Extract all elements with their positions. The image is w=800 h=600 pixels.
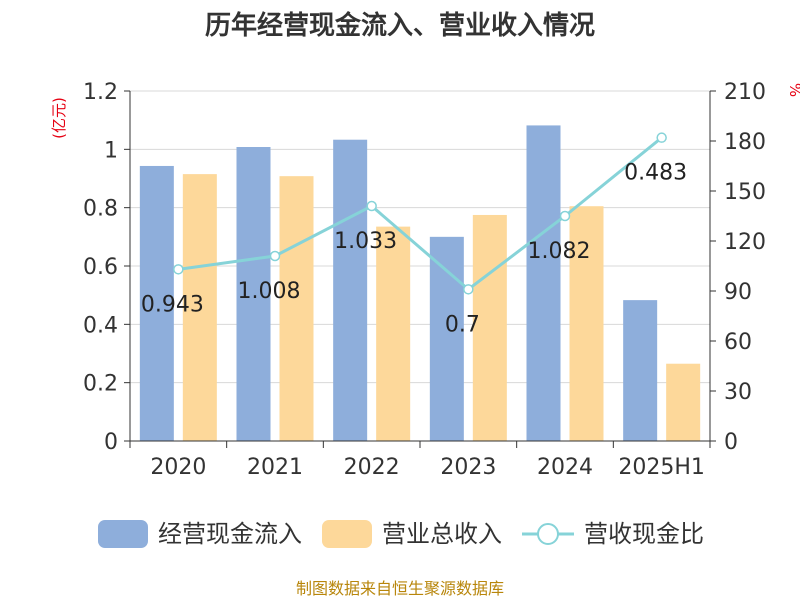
cash-inflow-bar [623, 300, 658, 441]
ratio-point [173, 264, 184, 275]
cash-inflow-data-label: 1.033 [334, 229, 397, 254]
ratio-point [559, 210, 571, 222]
legend-label: 经营现金流入 [158, 520, 302, 548]
legend-label: 营收现金比 [584, 520, 704, 548]
ratio-point [656, 132, 667, 143]
bars [139, 125, 701, 442]
right-tick-label: 120 [724, 230, 766, 255]
right-tick-label: 90 [724, 280, 752, 305]
cash-inflow-data-label: 0.483 [624, 161, 687, 186]
ratio-line-path [178, 136, 663, 292]
left-tick-label: 0 [104, 430, 118, 455]
chart-title: 历年经营现金流入、营业收入情况 [205, 10, 595, 41]
right-tick-label: 180 [724, 130, 766, 155]
cash-inflow-data-label: 0.7 [445, 312, 480, 337]
x-tick-label: 2023 [440, 455, 496, 480]
data-labels: 0.943 1.008 1.033 0.7 1.082 0.483 [141, 161, 687, 338]
x-tick-label: 2025H1 [618, 455, 705, 480]
right-tick-label: 30 [724, 380, 752, 405]
right-tick-label: 210 [724, 80, 766, 105]
revenue-bar [279, 176, 314, 441]
cash-inflow-bar [333, 139, 368, 442]
left-tick-label: 0.6 [83, 255, 118, 280]
left-tick-label: 1.2 [83, 80, 118, 105]
cash-inflow-data-label: 1.008 [238, 279, 301, 304]
ratio-point [463, 284, 474, 295]
left-tick-label: 0.8 [83, 197, 118, 222]
axes: 0 0.2 0.4 0.6 0.8 1 1.2 0 30 60 90 120 150 180 210 2020… [83, 80, 766, 480]
grid-lines [130, 90, 710, 384]
legend-swatch [98, 520, 148, 548]
right-axis-unit: % [786, 83, 800, 97]
revenue-bar [376, 226, 411, 441]
revenue-bar [182, 174, 217, 441]
legend-swatch [322, 520, 372, 548]
revenue-bar [472, 214, 507, 441]
right-tick-label: 0 [724, 430, 738, 455]
x-tick-label: 2024 [537, 455, 593, 480]
cash-inflow-data-label: 0.943 [141, 292, 204, 317]
x-tick-label: 2021 [247, 455, 303, 480]
left-tick-label: 1 [104, 138, 118, 163]
x-tick-label: 2022 [344, 455, 400, 480]
legend: 经营现金流入 营业总收入 营收现金比 [98, 520, 704, 548]
ratio-point [269, 250, 281, 262]
left-tick-label: 0.4 [83, 313, 118, 338]
left-tick-label: 0.2 [83, 372, 118, 397]
cash-inflow-bar [526, 125, 561, 442]
revenue-bar [666, 363, 701, 441]
cash-inflow-bar [429, 236, 464, 441]
x-tick-label: 2020 [150, 455, 206, 480]
cash-inflow-bar [236, 147, 271, 441]
legend-label: 营业总收入 [382, 520, 502, 548]
right-tick-label: 60 [724, 330, 752, 355]
source-footer: 制图数据来自恒生聚源数据库 [296, 579, 504, 598]
cash-inflow-bar [139, 165, 174, 442]
revenue-bar [569, 206, 604, 441]
ratio-point [366, 200, 377, 212]
left-axis-unit: (亿元) [50, 97, 68, 139]
legend-marker [537, 523, 559, 545]
right-tick-label: 150 [724, 180, 766, 205]
cash-inflow-data-label: 1.082 [528, 239, 591, 264]
ratio-line [173, 132, 667, 295]
